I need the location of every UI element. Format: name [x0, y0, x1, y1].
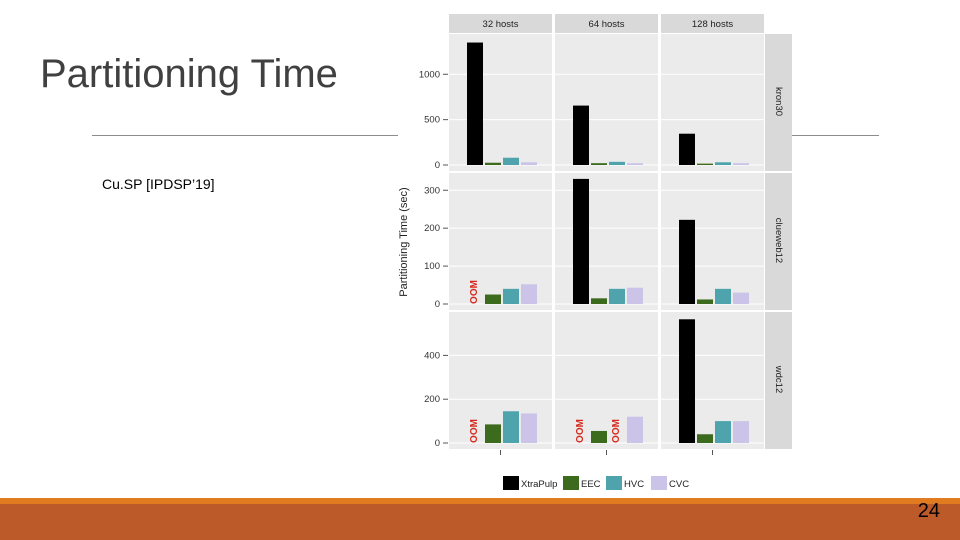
- bar-eec: [485, 424, 501, 443]
- y-tick-label: 500: [424, 115, 440, 126]
- legend-label: HVC: [624, 479, 644, 490]
- bar-hvc: [715, 421, 731, 443]
- bar-hvc: [609, 161, 625, 165]
- legend-swatch-cvc: [651, 476, 667, 490]
- bar-cvc: [521, 413, 537, 443]
- legend-label: XtraPulp: [521, 479, 557, 490]
- oom-label: OOM: [469, 280, 480, 304]
- bar-xtrapulp: [573, 105, 589, 165]
- bar-hvc: [503, 157, 519, 165]
- facet-strip-3: [661, 14, 764, 33]
- legend-swatch-xtrapulp: [503, 476, 519, 490]
- bar-cvc: [627, 287, 643, 304]
- y-tick-label: 100: [424, 261, 440, 272]
- legend-swatch-hvc: [606, 476, 622, 490]
- bar-eec: [591, 430, 607, 443]
- bar-xtrapulp: [679, 219, 695, 304]
- bar-eec: [591, 298, 607, 304]
- facet-row-label: clueweb12: [773, 218, 784, 263]
- bar-hvc: [609, 288, 625, 304]
- bar-cvc: [521, 162, 537, 165]
- facet-row-label: wdc12: [773, 365, 784, 393]
- bar-xtrapulp: [573, 178, 589, 304]
- bar-eec: [591, 163, 607, 165]
- facet-strip-2: [555, 14, 658, 33]
- bar-eec: [485, 294, 501, 304]
- y-tick-label: 200: [424, 394, 440, 405]
- bar-cvc: [627, 163, 643, 165]
- footer-accent-band: [0, 498, 960, 504]
- facet-row-strip: [765, 312, 792, 449]
- slide-title: Partitioning Time: [40, 52, 338, 96]
- y-tick-label: 0: [435, 160, 440, 171]
- facet-row-label: kron30: [773, 87, 784, 116]
- facet-panel: [661, 173, 764, 310]
- bar-xtrapulp: [679, 133, 695, 165]
- bar-xtrapulp: [467, 42, 483, 165]
- bar-hvc: [715, 162, 731, 165]
- bar-eec: [485, 162, 501, 165]
- oom-label: OOM: [611, 419, 622, 443]
- facet-column-label: 64 hosts: [589, 19, 625, 30]
- bar-xtrapulp: [679, 319, 695, 443]
- y-tick-label: 0: [435, 438, 440, 449]
- bar-eec: [697, 434, 713, 443]
- y-axis-label: Partitioning Time (sec): [398, 187, 410, 296]
- legend-label: EEC: [581, 479, 601, 490]
- bar-cvc: [733, 421, 749, 443]
- facet-row-strip: [765, 173, 792, 310]
- bar-eec: [697, 299, 713, 304]
- bar-hvc: [503, 288, 519, 304]
- y-tick-label: 300: [424, 185, 440, 196]
- facet-panel: [449, 34, 552, 171]
- facet-panel: [555, 173, 658, 310]
- y-tick-label: 200: [424, 223, 440, 234]
- y-tick-label: 1000: [419, 69, 440, 80]
- footer-bar: [0, 504, 960, 540]
- legend-label: CVC: [669, 479, 689, 490]
- title-divider-right: [792, 135, 879, 136]
- bar-cvc: [733, 292, 749, 304]
- legend-swatch-eec: [563, 476, 579, 490]
- oom-label: OOM: [469, 419, 480, 443]
- bar-hvc: [503, 411, 519, 443]
- bar-hvc: [715, 288, 731, 304]
- facet-panel: [661, 34, 764, 171]
- bar-cvc: [627, 416, 643, 443]
- reference-label: Cu.SP [IPDSP’19]: [102, 176, 215, 192]
- y-tick-label: 0: [435, 299, 440, 310]
- facet-strip-1: [449, 14, 552, 33]
- facet-column-label: 128 hosts: [692, 19, 733, 30]
- facet-row-strip: [765, 34, 792, 171]
- title-divider-left: [92, 135, 398, 136]
- bar-cvc: [733, 163, 749, 165]
- page-number: 24: [917, 500, 940, 522]
- oom-label: OOM: [575, 419, 586, 443]
- facet-column-label: 32 hosts: [483, 19, 519, 30]
- bar-cvc: [521, 284, 537, 304]
- bar-eec: [697, 163, 713, 165]
- facet-panel: [555, 34, 658, 171]
- y-tick-label: 400: [424, 350, 440, 361]
